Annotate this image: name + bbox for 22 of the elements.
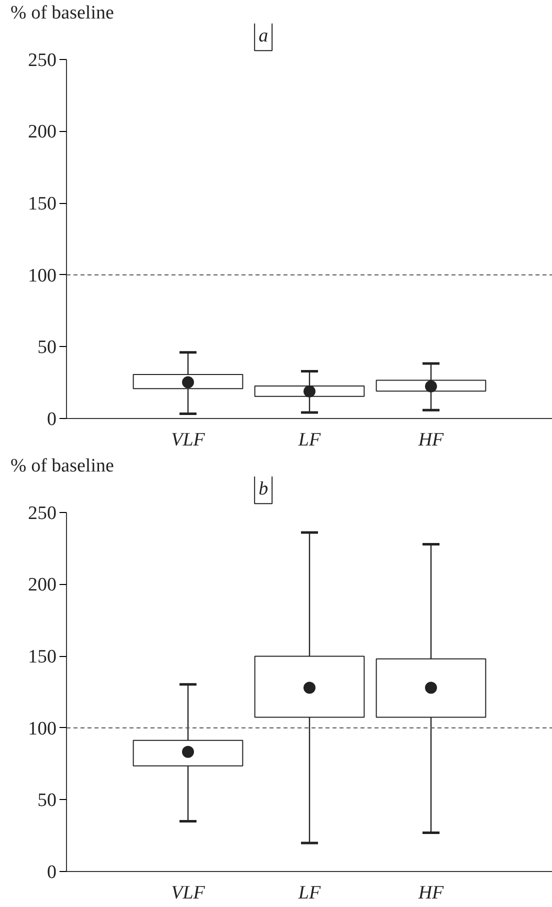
y-tick-label: 250 [28, 502, 56, 524]
x-tick-label: VLF [171, 882, 206, 904]
x-tick-label: HF [417, 882, 444, 904]
y-tick-label: 250 [28, 50, 56, 71]
x-tick-label: LF [297, 430, 321, 450]
y-tick-label: 150 [28, 646, 56, 668]
chart-title: a [258, 26, 268, 47]
y-tick-label: 200 [28, 122, 56, 143]
chart-title: b [258, 478, 268, 500]
y-tick-label: 0 [47, 409, 56, 430]
y-axis-title: % of baseline [10, 2, 114, 24]
x-tick-label: VLF [171, 430, 206, 450]
y-tick-label: 0 [47, 862, 56, 883]
x-tick-label: HF [417, 430, 444, 450]
y-tick-label: 50 [38, 337, 56, 358]
y-tick-label: 50 [38, 790, 56, 812]
y-tick-label: 100 [28, 718, 56, 740]
y-tick-label: 100 [28, 265, 56, 286]
x-tick-label: LF [297, 882, 321, 904]
y-tick-label: 200 [28, 574, 56, 596]
y-tick-label: 150 [28, 194, 56, 215]
y-axis-title: % of baseline [10, 456, 114, 476]
